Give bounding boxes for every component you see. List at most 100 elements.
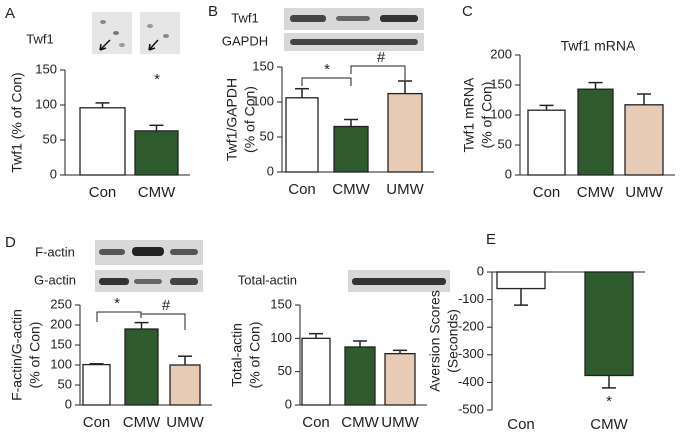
x-tick-label: Con (83, 414, 111, 431)
blot-band (170, 249, 198, 255)
arrow (148, 39, 159, 51)
y-tick-label: -500 (458, 401, 484, 416)
bar (134, 130, 179, 176)
y-axis-label: Twf1/GAPDH (224, 78, 240, 161)
y-tick-label: 50 (498, 136, 512, 151)
y-axis-label: (% of Con) (479, 82, 495, 149)
blot-spot (163, 34, 169, 38)
y-tick-label: -400 (458, 374, 484, 389)
bar (496, 271, 546, 290)
blot-spot (119, 43, 125, 47)
y-tick-label: 50 (43, 131, 57, 146)
blot-spot (113, 31, 119, 35)
y-axis-label: (Seconds) (445, 309, 461, 373)
bar (82, 363, 111, 406)
blot-label: G-actin (34, 272, 76, 287)
y-tick-label: -300 (458, 346, 484, 361)
blot-band (352, 278, 446, 285)
y-tick-label: 150 (270, 296, 292, 311)
y-tick-label: -200 (458, 319, 484, 334)
y-tick-label: 0 (50, 166, 57, 181)
blot-band (99, 249, 125, 255)
annotation: # (162, 297, 171, 314)
y-tick-label: 100 (50, 356, 72, 371)
x-tick-label: UMW (386, 181, 424, 198)
x-tick-label: Con (302, 414, 330, 431)
blot-band (290, 39, 418, 45)
blot (92, 12, 132, 54)
x-tick-label: CMW (123, 414, 161, 431)
y-axis-label: Total-actin (229, 323, 245, 387)
y-tick-label: 100 (35, 96, 57, 111)
y-axis-label: (% of Con) (242, 86, 258, 153)
annotation: # (377, 49, 386, 66)
y-axis-label: F-actin/G-actin (9, 309, 25, 401)
blot-images (92, 8, 450, 292)
y-tick-label: 250 (50, 296, 72, 311)
blot-spot (100, 20, 106, 24)
blot-label: Twf1 (26, 31, 53, 46)
x-tick-label: Con (507, 416, 535, 433)
bracket (140, 313, 186, 330)
blot-band (336, 16, 370, 21)
x-tick-label: UMW (166, 414, 204, 431)
y-axis-label: Twf1 mRNA (461, 77, 477, 152)
y-tick-label: 200 (50, 316, 72, 331)
bar (285, 97, 319, 173)
bar (584, 271, 634, 377)
bracket (350, 65, 406, 80)
bar (124, 328, 159, 406)
bar (344, 346, 376, 406)
annotation: * (114, 295, 120, 312)
bracket (301, 77, 352, 86)
bar (333, 125, 369, 173)
blot-band (170, 278, 198, 285)
blot-band (132, 247, 164, 256)
bar (384, 353, 416, 406)
x-tick-label: CMW (341, 414, 379, 431)
y-tick-label: 100 (252, 93, 274, 108)
y-tick-label: 150 (252, 58, 274, 73)
y-axis-label: Twf1 (% of Con) (9, 72, 25, 172)
bar (387, 92, 423, 173)
y-tick-label: -100 (458, 291, 484, 306)
annotation: * (324, 61, 330, 78)
panel-label: B (208, 3, 218, 20)
x-tick-label: Con (89, 184, 117, 201)
x-tick-label: CMW (138, 184, 176, 201)
arrow (99, 39, 111, 51)
blot-spot (147, 24, 153, 28)
blot-label: GAPDH (222, 33, 268, 48)
panel-label: D (5, 234, 16, 251)
annotation: * (606, 393, 612, 410)
blot-band (99, 278, 129, 285)
x-tick-label: CMW (577, 184, 615, 201)
panel-label: E (486, 231, 496, 248)
bar (301, 337, 331, 406)
blot-label: Twf1 (231, 10, 258, 25)
y-tick-label: 50 (58, 376, 72, 391)
bracket (96, 311, 142, 322)
bar (624, 104, 664, 176)
y-axis-label: (% of Con) (247, 322, 263, 389)
bar (527, 109, 566, 176)
blot-band (290, 15, 326, 22)
panel-label: A (5, 5, 15, 22)
y-tick-label: 150 (50, 336, 72, 351)
bar (169, 364, 201, 406)
y-axis-label: (% of Con) (27, 322, 43, 389)
x-tick-label: Con (288, 181, 316, 198)
y-tick-label: 100 (270, 330, 292, 345)
y-tick-label: 0 (267, 163, 274, 178)
y-tick-label: 100 (490, 106, 512, 121)
y-tick-label: 0 (505, 166, 512, 181)
blot-label: Total-actin (238, 272, 297, 287)
x-tick-label: CMW (332, 181, 370, 198)
y-tick-label: 0 (477, 263, 484, 278)
annotation: * (154, 71, 160, 88)
y-tick-label: 150 (35, 61, 57, 76)
bar (79, 107, 126, 176)
x-tick-label: UMW (625, 184, 663, 201)
panel-label: C (462, 3, 473, 20)
